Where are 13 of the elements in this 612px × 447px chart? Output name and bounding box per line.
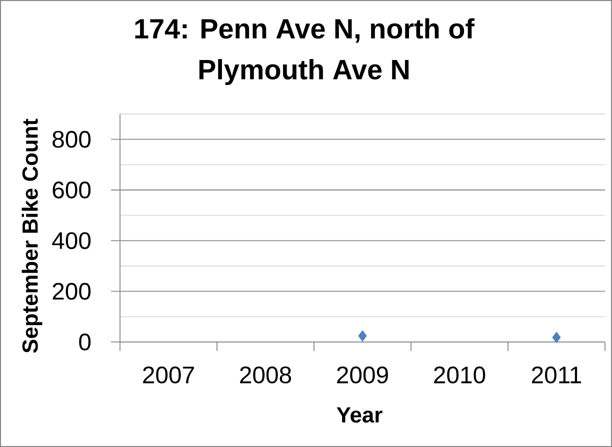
x-tick-label: 2008 <box>240 366 292 384</box>
y-tick-label: 800 <box>52 130 91 148</box>
y-tick-label: 0 <box>79 334 91 350</box>
x-axis-title: Year <box>336 407 382 423</box>
y-tick-label: 400 <box>52 232 91 250</box>
x-tick-label: 2009 <box>337 366 388 384</box>
x-tick-label: 2010 <box>434 366 486 384</box>
y-axis-title: September Bike Count <box>22 118 42 353</box>
y-tick-label: 200 <box>52 282 91 300</box>
x-tick-label: 2011 <box>532 366 582 384</box>
chart-title: 174: Penn Ave N, north of Plymouth Ave N <box>135 18 475 86</box>
x-tick-label: 2007 <box>143 366 194 384</box>
y-tick-label: 600 <box>52 182 91 198</box>
